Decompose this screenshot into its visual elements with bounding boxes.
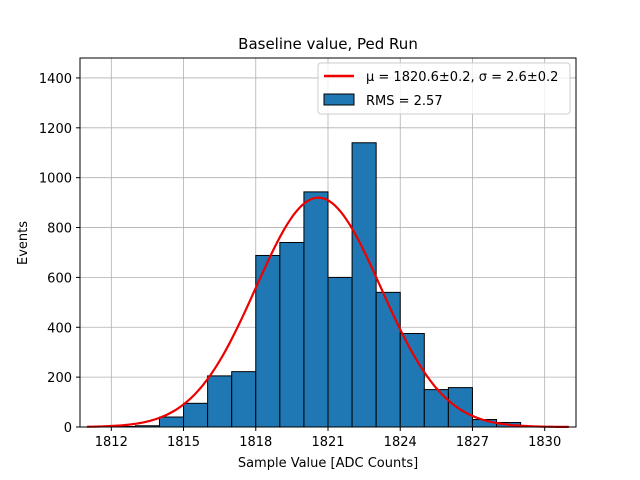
histogram-bar bbox=[279, 242, 305, 428]
y-tick-label: 1000 bbox=[39, 172, 72, 187]
fit-curve bbox=[87, 196, 569, 429]
histogram-bar bbox=[423, 389, 449, 428]
x-tick-label: 1815 bbox=[167, 435, 200, 450]
legend-fit-label: μ = 1820.6±0.2, σ = 2.6±0.2 bbox=[366, 70, 558, 85]
histogram-bar bbox=[231, 371, 257, 428]
x-tick-label: 1830 bbox=[528, 435, 561, 450]
legend: μ = 1820.6±0.2, σ = 2.6±0.2 RMS = 2.57 bbox=[317, 62, 571, 115]
x-tick-label: 1812 bbox=[95, 435, 128, 450]
histogram-bar bbox=[303, 191, 329, 428]
histogram-bar bbox=[351, 142, 377, 428]
legend-histogram-label: RMS = 2.57 bbox=[366, 94, 443, 109]
x-tick-label: 1824 bbox=[384, 435, 417, 450]
y-axis-title: Events bbox=[16, 221, 31, 265]
histogram-bar bbox=[375, 291, 401, 428]
x-tick-label: 1827 bbox=[456, 435, 489, 450]
x-tick-label: 1818 bbox=[239, 435, 272, 450]
histogram-bar bbox=[399, 333, 425, 428]
x-tick-label: 1821 bbox=[311, 435, 344, 450]
x-axis-title: Sample Value [ADC Counts] bbox=[238, 456, 418, 471]
histogram-bar bbox=[327, 276, 353, 428]
histogram-bar bbox=[158, 416, 185, 428]
legend-box bbox=[317, 62, 571, 115]
histogram-bar bbox=[255, 254, 281, 428]
x-axis-ticks: 1812 1815 1818 1821 1824 1827 1830 bbox=[95, 427, 561, 450]
histogram-bar bbox=[207, 375, 233, 428]
y-tick-label: 400 bbox=[47, 321, 72, 336]
histogram-bar bbox=[447, 387, 473, 428]
y-tick-label: 0 bbox=[64, 421, 72, 436]
y-tick-label: 200 bbox=[47, 371, 72, 386]
legend-histogram-swatch-icon bbox=[323, 93, 355, 106]
chart-title: Baseline value, Ped Run bbox=[238, 35, 418, 53]
gaussian-fit bbox=[87, 196, 569, 429]
y-tick-label: 1400 bbox=[39, 72, 72, 87]
y-tick-label: 800 bbox=[47, 222, 72, 237]
histogram-bar bbox=[183, 402, 209, 428]
y-axis-ticks: 0 200 400 600 800 1000 1200 1400 bbox=[39, 72, 80, 436]
y-tick-label: 1200 bbox=[39, 122, 72, 137]
y-tick-label: 600 bbox=[47, 271, 72, 286]
